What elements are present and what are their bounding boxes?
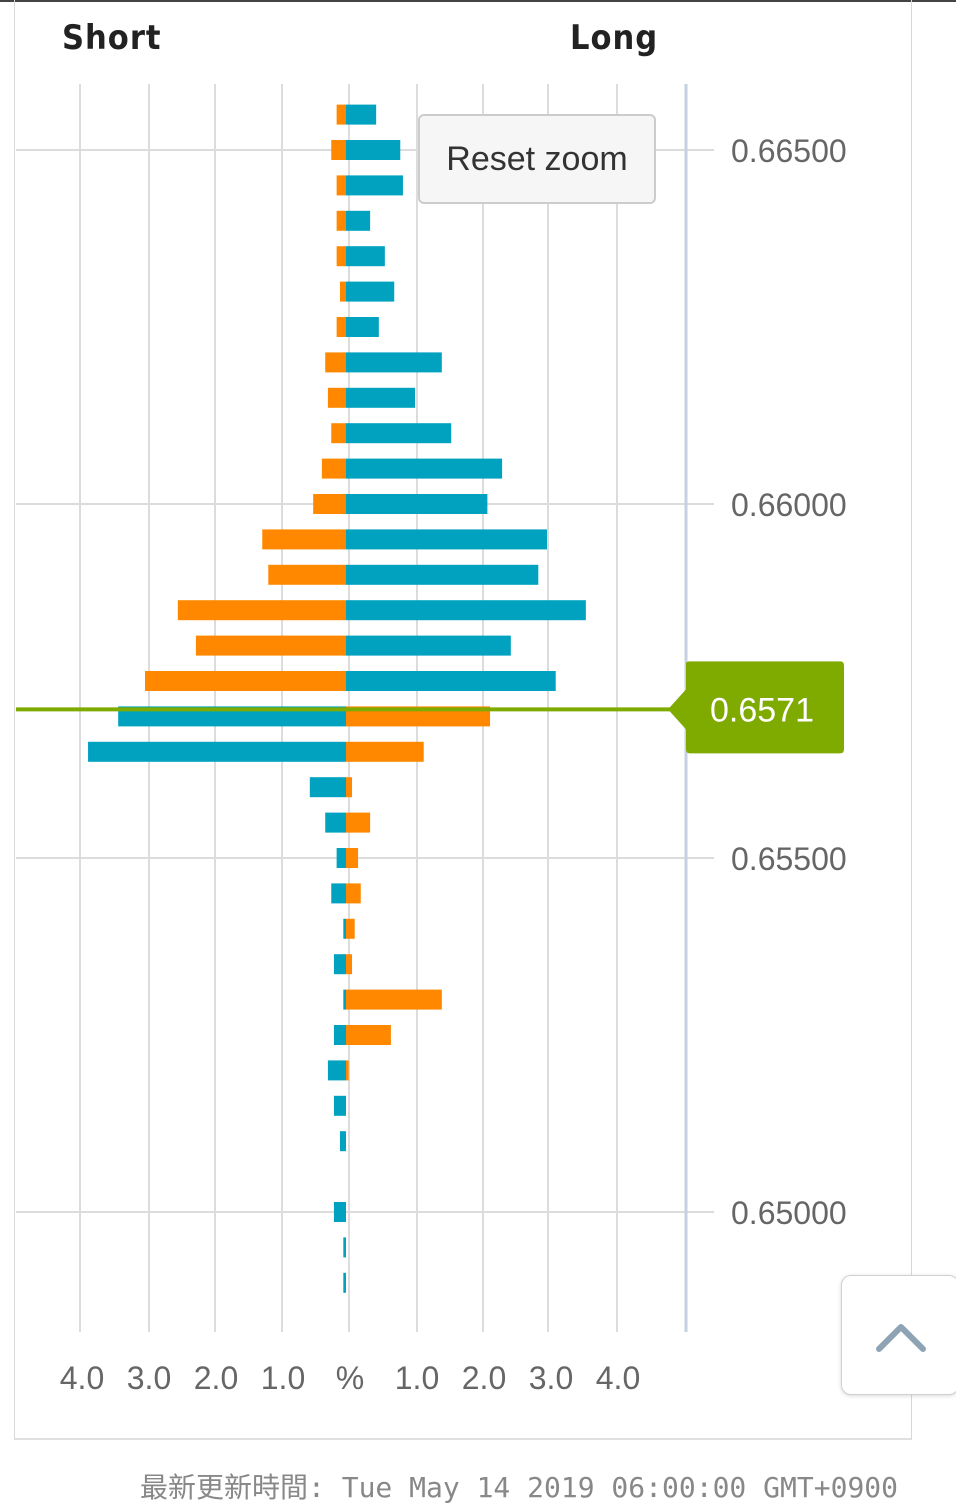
short-bar bbox=[336, 175, 346, 196]
long-bar bbox=[346, 317, 379, 337]
chart-frame bbox=[14, 0, 912, 1440]
long-bar bbox=[346, 387, 416, 408]
long-bar bbox=[346, 140, 401, 160]
short-bar bbox=[118, 706, 346, 727]
price-tick-label: 0.65000 bbox=[731, 1195, 847, 1231]
long-bar bbox=[346, 671, 556, 691]
short-bar bbox=[145, 671, 346, 691]
percent-tick-label: 3.0 bbox=[127, 1360, 171, 1396]
long-bar bbox=[346, 458, 503, 479]
long-bar bbox=[346, 281, 395, 302]
long-bar bbox=[346, 777, 353, 798]
short-bar bbox=[325, 812, 346, 833]
short-bar bbox=[336, 317, 346, 337]
long-bar bbox=[346, 706, 491, 727]
short-bar bbox=[336, 848, 346, 868]
long-bar bbox=[346, 954, 353, 975]
short-bar bbox=[331, 883, 346, 904]
short-bar bbox=[313, 494, 346, 514]
short-bar bbox=[336, 210, 346, 231]
short-bar bbox=[325, 352, 346, 373]
percent-tick-label: 1.0 bbox=[395, 1360, 439, 1396]
current-price-label: 0.6571 bbox=[710, 691, 814, 729]
last-updated-text: 最新更新時間: Tue May 14 2019 06:00:00 GMT+090… bbox=[140, 1471, 899, 1504]
short-bar bbox=[309, 777, 346, 798]
chevron-up-icon bbox=[876, 1324, 926, 1352]
short-bar bbox=[336, 246, 346, 267]
short-bar bbox=[339, 1131, 346, 1152]
percent-tick-label: 3.0 bbox=[529, 1360, 573, 1396]
price-tick-label: 0.65500 bbox=[731, 841, 847, 877]
percent-axis-center-label: % bbox=[336, 1360, 364, 1396]
long-bar bbox=[346, 352, 442, 373]
percent-tick-label: 4.0 bbox=[596, 1360, 640, 1396]
percent-tick-label: 2.0 bbox=[194, 1360, 238, 1396]
percent-tick-label: 4.0 bbox=[60, 1360, 104, 1396]
short-bar bbox=[262, 529, 346, 550]
short-bar bbox=[343, 1237, 346, 1258]
short-bar bbox=[333, 1202, 346, 1222]
short-bar bbox=[333, 954, 346, 975]
top-border bbox=[0, 0, 956, 2]
short-header: Short bbox=[62, 18, 162, 58]
short-bar bbox=[336, 104, 346, 125]
short-bar bbox=[343, 989, 346, 1010]
long-bar bbox=[346, 423, 452, 444]
long-bar bbox=[346, 883, 361, 904]
percent-tick-label: 1.0 bbox=[261, 1360, 305, 1396]
short-bar bbox=[343, 1272, 346, 1293]
long-bar bbox=[346, 564, 539, 585]
short-bar bbox=[268, 564, 346, 585]
short-bar bbox=[331, 423, 346, 444]
short-bar bbox=[333, 1025, 346, 1045]
long-bar bbox=[346, 210, 371, 231]
long-bar bbox=[346, 989, 442, 1010]
long-bar bbox=[346, 1025, 391, 1045]
short-bar bbox=[327, 387, 346, 408]
long-bar bbox=[346, 175, 403, 196]
long-bar bbox=[346, 635, 511, 656]
long-header: Long bbox=[570, 18, 659, 58]
short-bar bbox=[339, 281, 346, 302]
scroll-to-top-button[interactable] bbox=[841, 1275, 956, 1395]
long-bar bbox=[346, 1060, 349, 1081]
price-tick-label: 0.66500 bbox=[731, 133, 847, 169]
long-bar bbox=[346, 812, 371, 833]
long-bar bbox=[346, 741, 424, 762]
short-bar bbox=[321, 458, 346, 479]
long-bar bbox=[346, 600, 586, 621]
long-bar bbox=[346, 246, 385, 267]
short-bar bbox=[195, 635, 346, 656]
short-bar bbox=[177, 600, 346, 621]
long-bar bbox=[346, 918, 355, 939]
short-bar bbox=[88, 741, 347, 762]
reset-zoom-button[interactable]: Reset zoom bbox=[418, 114, 656, 204]
percent-tick-label: 2.0 bbox=[462, 1360, 506, 1396]
long-bar bbox=[346, 104, 377, 125]
short-bar bbox=[331, 140, 346, 160]
short-bar bbox=[343, 918, 346, 939]
long-bar bbox=[346, 848, 359, 868]
current-price-tag bbox=[668, 661, 844, 754]
short-bar bbox=[327, 1060, 346, 1081]
short-bar bbox=[333, 1095, 346, 1116]
price-tick-label: 0.66000 bbox=[731, 487, 847, 523]
long-bar bbox=[346, 529, 547, 550]
long-bar bbox=[346, 494, 488, 514]
